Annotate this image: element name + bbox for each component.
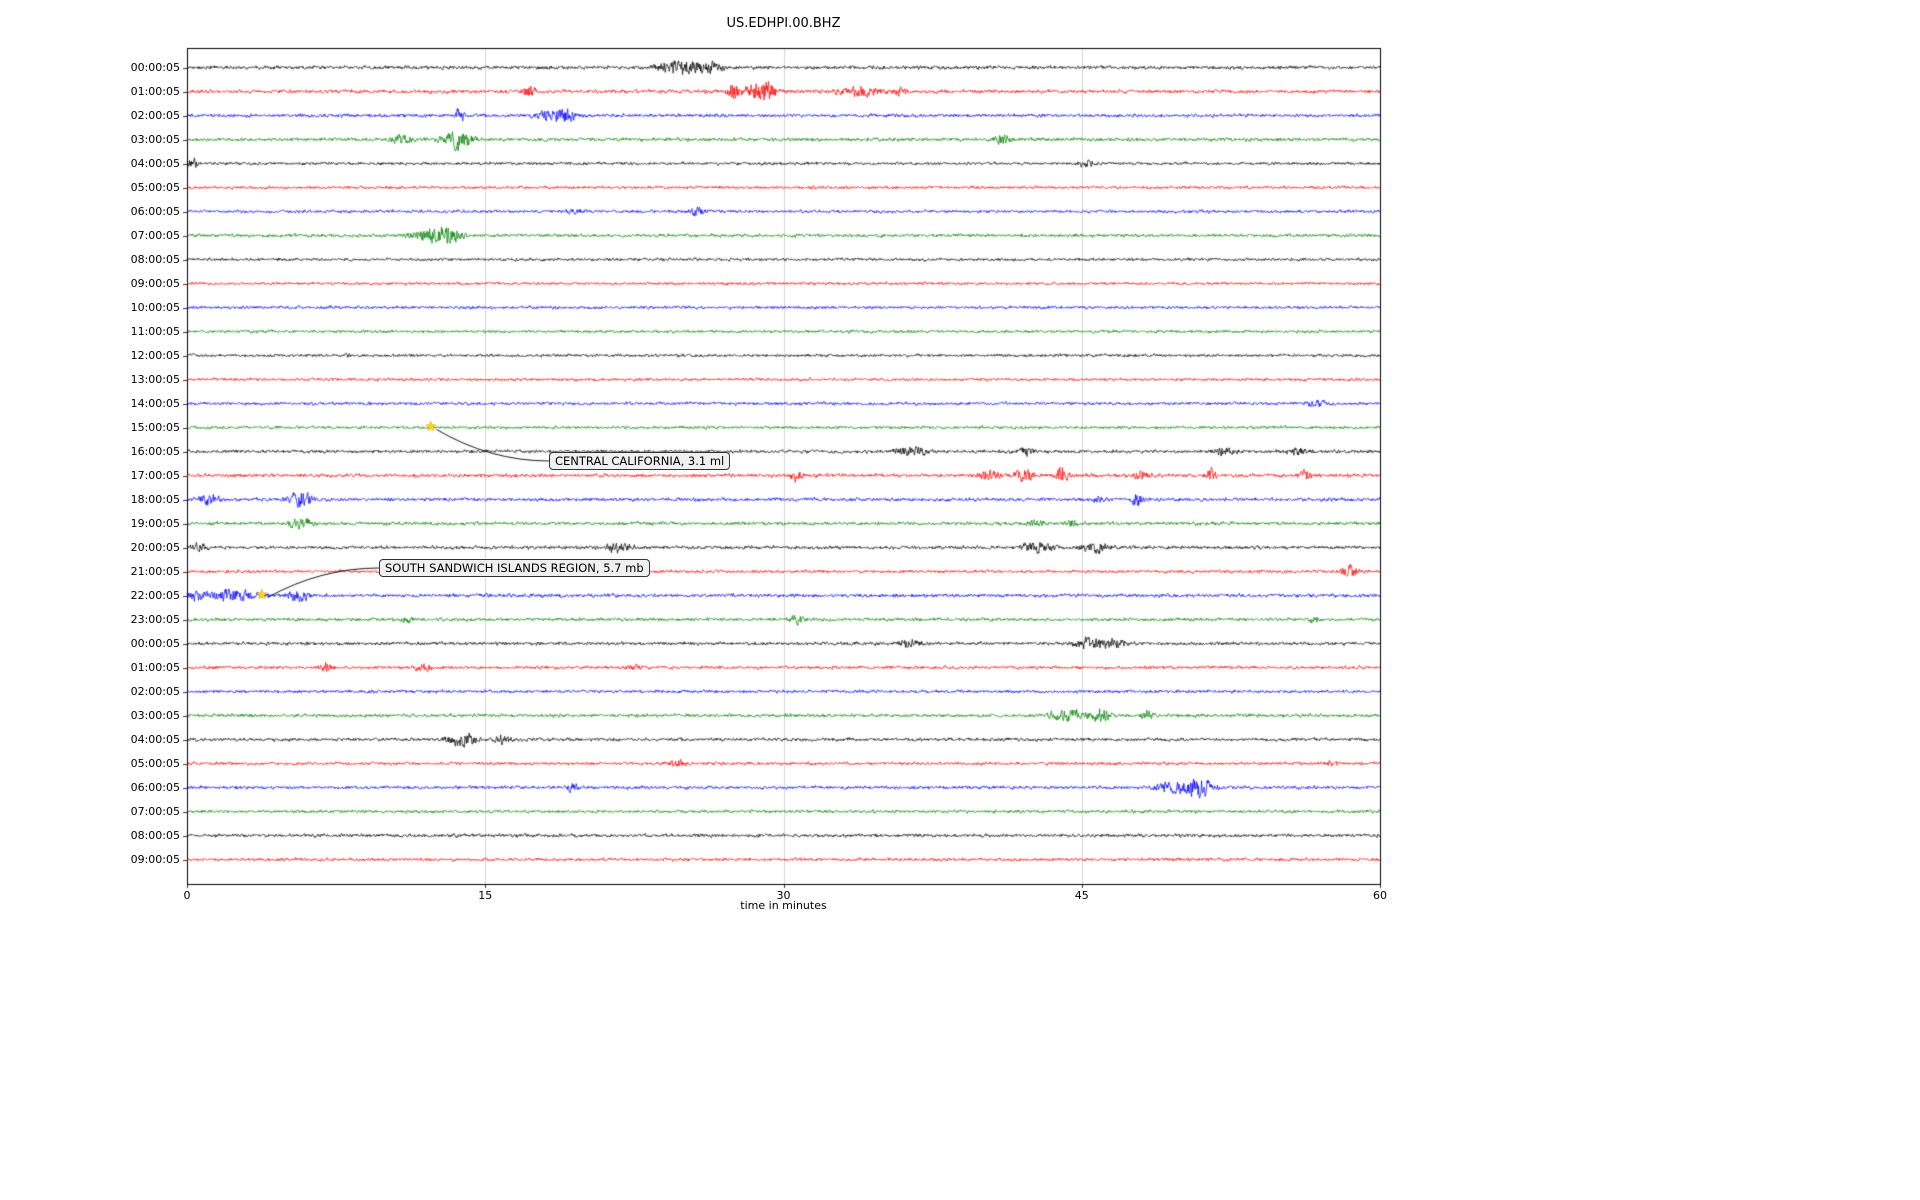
y-tick-label: 10:00:05	[130, 300, 180, 314]
event-star-icon: ★	[255, 586, 269, 603]
y-tick-label: 14:00:05	[130, 396, 180, 410]
y-tick-label: 08:00:05	[130, 252, 180, 266]
x-tick-label: 15	[478, 889, 493, 902]
y-tick-label: 09:00:05	[130, 852, 180, 866]
y-tick-label: 06:00:05	[130, 780, 180, 794]
y-tick-label: 01:00:05	[130, 660, 180, 674]
y-tick-label: 01:00:05	[130, 84, 180, 98]
y-tick-label: 00:00:05	[130, 60, 180, 74]
event-callout: SOUTH SANDWICH ISLANDS REGION, 5.7 mb	[379, 559, 650, 577]
y-tick-label: 08:00:05	[130, 828, 180, 842]
y-tick-label: 17:00:05	[130, 468, 180, 482]
y-tick-label: 04:00:05	[130, 156, 180, 170]
x-tick-label: 30	[776, 889, 791, 902]
x-tick-label: 60	[1373, 889, 1387, 902]
y-tick-label: 16:00:05	[130, 444, 180, 458]
y-tick-label: 23:00:05	[130, 612, 180, 626]
y-tick-label: 06:00:05	[130, 204, 180, 218]
y-tick-label: 03:00:05	[130, 708, 180, 722]
y-tick-label: 03:00:05	[130, 132, 180, 146]
y-tick-label: 18:00:05	[130, 492, 180, 506]
y-tick-label: 07:00:05	[130, 804, 180, 818]
event-star-icon: ★	[424, 418, 438, 435]
chart-title: US.EDHPI.00.BHZ	[726, 16, 841, 31]
x-tick-label: 45	[1074, 889, 1089, 902]
x-tick-label: 0	[183, 889, 191, 902]
y-tick-label: 07:00:05	[130, 228, 180, 242]
y-tick-label: 00:00:05	[130, 636, 180, 650]
y-tick-label: 21:00:05	[130, 564, 180, 578]
y-tick-label: 05:00:05	[130, 756, 180, 770]
y-tick-label: 02:00:05	[130, 108, 180, 122]
y-tick-label: 19:00:05	[130, 516, 180, 530]
y-tick-label: 05:00:05	[130, 180, 180, 194]
y-tick-label: 20:00:05	[130, 540, 180, 554]
y-tick-label: 02:00:05	[130, 684, 180, 698]
y-tick-label: 15:00:05	[130, 420, 180, 434]
y-tick-label: 11:00:05	[130, 324, 180, 338]
y-tick-label: 09:00:05	[130, 276, 180, 290]
y-tick-label: 13:00:05	[130, 372, 180, 386]
y-tick-label: 04:00:05	[130, 732, 180, 746]
y-tick-label: 12:00:05	[130, 348, 180, 362]
y-tick-label: 22:00:05	[130, 588, 180, 602]
x-axis-title: time in minutes	[740, 899, 827, 912]
event-callout: CENTRAL CALIFORNIA, 3.1 ml	[549, 452, 731, 470]
